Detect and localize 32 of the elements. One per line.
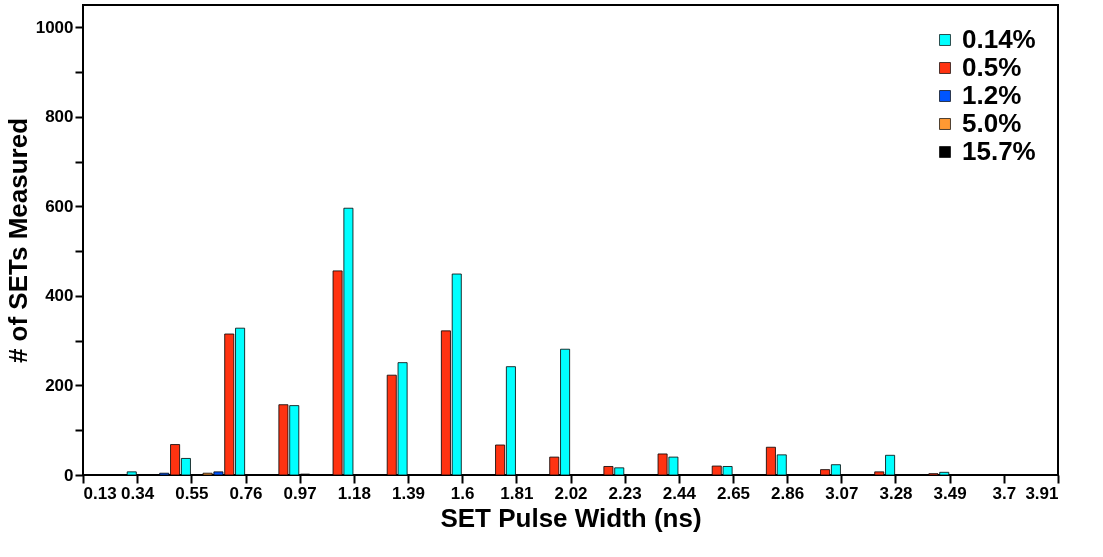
x-tick-label: 0.76 xyxy=(229,483,263,503)
x-axis-title: SET Pulse Width (ns) xyxy=(440,502,702,533)
y-tick-label: 600 xyxy=(45,196,74,216)
x-tick-label: 0.13 xyxy=(83,483,117,503)
x-tick-label: 2.02 xyxy=(554,483,588,503)
x-tick-label: 2.44 xyxy=(662,483,697,503)
x-tick-label: 0.97 xyxy=(283,483,317,503)
x-tick-label: 2.23 xyxy=(608,483,642,503)
x-tick-label: 1.6 xyxy=(450,483,475,503)
y-tick-label: 400 xyxy=(45,286,74,306)
x-tick-label: 1.18 xyxy=(337,483,371,503)
legend-label: 1.2% xyxy=(962,80,1022,110)
legend-label: 0.14% xyxy=(962,24,1036,54)
x-tick-label: 3.49 xyxy=(933,483,967,503)
x-tick-label: 2.65 xyxy=(716,483,751,503)
x-tick-label: 3.28 xyxy=(879,483,913,503)
legend-label: 15.7% xyxy=(962,136,1036,166)
x-tick-label: 1.39 xyxy=(391,483,426,503)
legend-label: 0.5% xyxy=(962,52,1022,82)
x-tick-label: 3.91 xyxy=(1025,483,1059,503)
x-tick-label: 0.34 xyxy=(121,483,155,503)
x-tick-label: 0.55 xyxy=(175,483,209,503)
y-tick-label: 800 xyxy=(45,107,74,127)
x-tick-label: 3.07 xyxy=(825,483,859,503)
y-tick-label: 200 xyxy=(45,375,74,395)
x-tick-label: 3.7 xyxy=(992,483,1017,503)
y-tick-label: 0 xyxy=(64,465,74,485)
x-tick-label: 2.86 xyxy=(771,483,805,503)
x-tick-label: 1.81 xyxy=(500,483,534,503)
y-tick-label: 1000 xyxy=(35,17,74,37)
y-axis-title: # of SETs Measured xyxy=(2,117,33,364)
legend-label: 5.0% xyxy=(962,108,1022,138)
